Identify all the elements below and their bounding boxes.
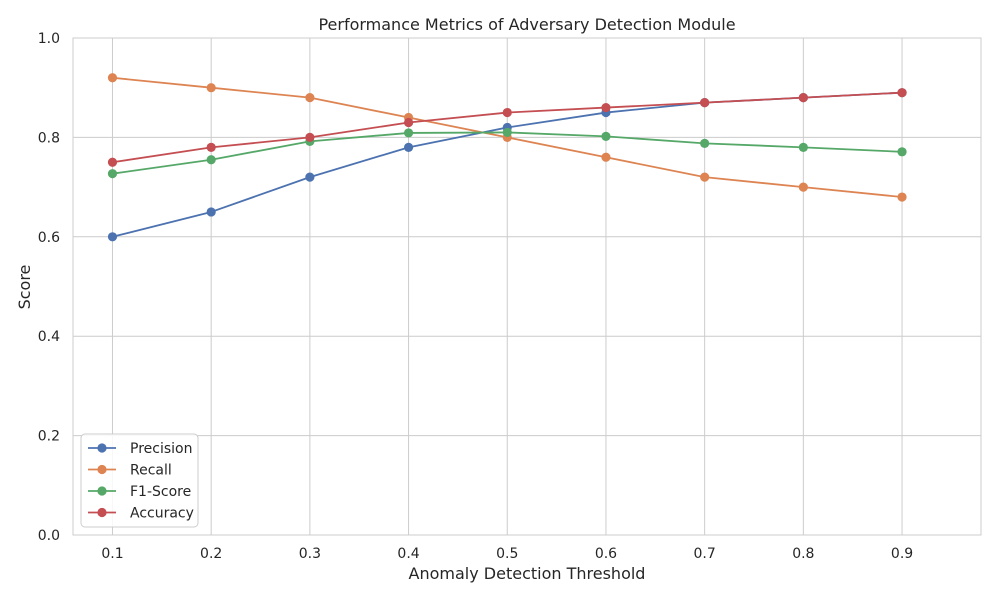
- accuracy-point: [601, 102, 611, 113]
- x-tick-label: 0.8: [792, 546, 814, 562]
- legend-item-f1-score: F1-Score: [88, 484, 191, 500]
- chart-title: Performance Metrics of Adversary Detecti…: [318, 15, 735, 34]
- plot-frame: [72, 37, 982, 536]
- accuracy-point: [798, 93, 808, 103]
- legend-label: Precision: [130, 441, 192, 457]
- recall-point: [798, 182, 808, 192]
- precision-point: [107, 232, 118, 242]
- y-tick-label: 0.0: [38, 528, 60, 544]
- f1-score-point: [206, 155, 216, 165]
- accuracy-point: [107, 157, 118, 167]
- precision-point: [305, 172, 315, 182]
- legend-swatch-marker: [97, 486, 107, 496]
- accuracy-point: [897, 88, 907, 98]
- x-tick-label: 0.7: [694, 546, 716, 562]
- f1-score-point: [897, 147, 907, 157]
- legend-item-accuracy: Accuracy: [88, 506, 194, 522]
- series-accuracy: [107, 88, 907, 167]
- y-axis-label: Score: [15, 265, 34, 310]
- f1-score-point: [798, 142, 808, 152]
- f1-score-point: [107, 169, 118, 179]
- legend: Precision Recall F1-Score Accuracy: [80, 433, 199, 528]
- recall-point: [601, 152, 611, 162]
- x-tick-label: 0.5: [496, 546, 518, 562]
- accuracy-point: [206, 142, 216, 152]
- x-axis-label: Anomaly Detection Threshold: [409, 564, 646, 583]
- legend-entries: Precision Recall F1-Score Accuracy: [88, 441, 194, 522]
- f1-score-point: [403, 128, 414, 138]
- f1-score-point: [502, 127, 512, 138]
- x-tick-label: 0.9: [891, 546, 913, 562]
- y-tick-label: 0.6: [38, 230, 60, 246]
- f1-score-point: [601, 131, 611, 142]
- legend-swatch-marker: [97, 464, 107, 475]
- legend-label: Recall: [130, 463, 172, 479]
- accuracy-point: [305, 132, 315, 142]
- y-tick-labels: 0.0 0.2 0.4 0.6 0.8 1.0: [38, 31, 60, 544]
- legend-label: Accuracy: [130, 506, 194, 522]
- x-tick-labels: 0.1 0.2 0.3 0.4 0.5 0.6 0.7 0.8 0.9: [101, 546, 913, 562]
- grid: [73, 37, 981, 536]
- x-tick-label: 0.1: [101, 546, 123, 562]
- x-tick-label: 0.6: [595, 546, 617, 562]
- legend-box: [80, 433, 199, 528]
- data-series: [107, 73, 907, 242]
- accuracy-point: [700, 98, 710, 108]
- x-tick-label: 0.3: [299, 546, 321, 562]
- recall-point: [206, 83, 216, 93]
- x-tick-label: 0.2: [200, 546, 222, 562]
- accuracy-point: [403, 117, 414, 128]
- series-f1-score: [107, 127, 907, 179]
- y-tick-label: 0.4: [38, 329, 60, 345]
- recall-point: [897, 192, 907, 202]
- f1-score-point: [700, 138, 710, 148]
- accuracy-point: [502, 107, 512, 118]
- recall-point: [305, 93, 315, 103]
- legend-item-recall: Recall: [88, 463, 172, 479]
- legend-swatch-marker: [97, 507, 107, 518]
- x-tick-label: 0.4: [397, 546, 419, 562]
- precision-point: [206, 207, 216, 217]
- recall-point: [700, 172, 710, 182]
- y-tick-label: 0.2: [38, 429, 60, 445]
- precision-point: [403, 142, 414, 152]
- y-tick-label: 0.8: [38, 130, 60, 146]
- series-recall: [107, 73, 907, 202]
- legend-label: F1-Score: [130, 484, 191, 500]
- legend-item-precision: Precision: [88, 441, 192, 457]
- y-tick-label: 1.0: [38, 31, 60, 47]
- legend-swatch-marker: [97, 443, 107, 453]
- recall-point: [107, 73, 118, 83]
